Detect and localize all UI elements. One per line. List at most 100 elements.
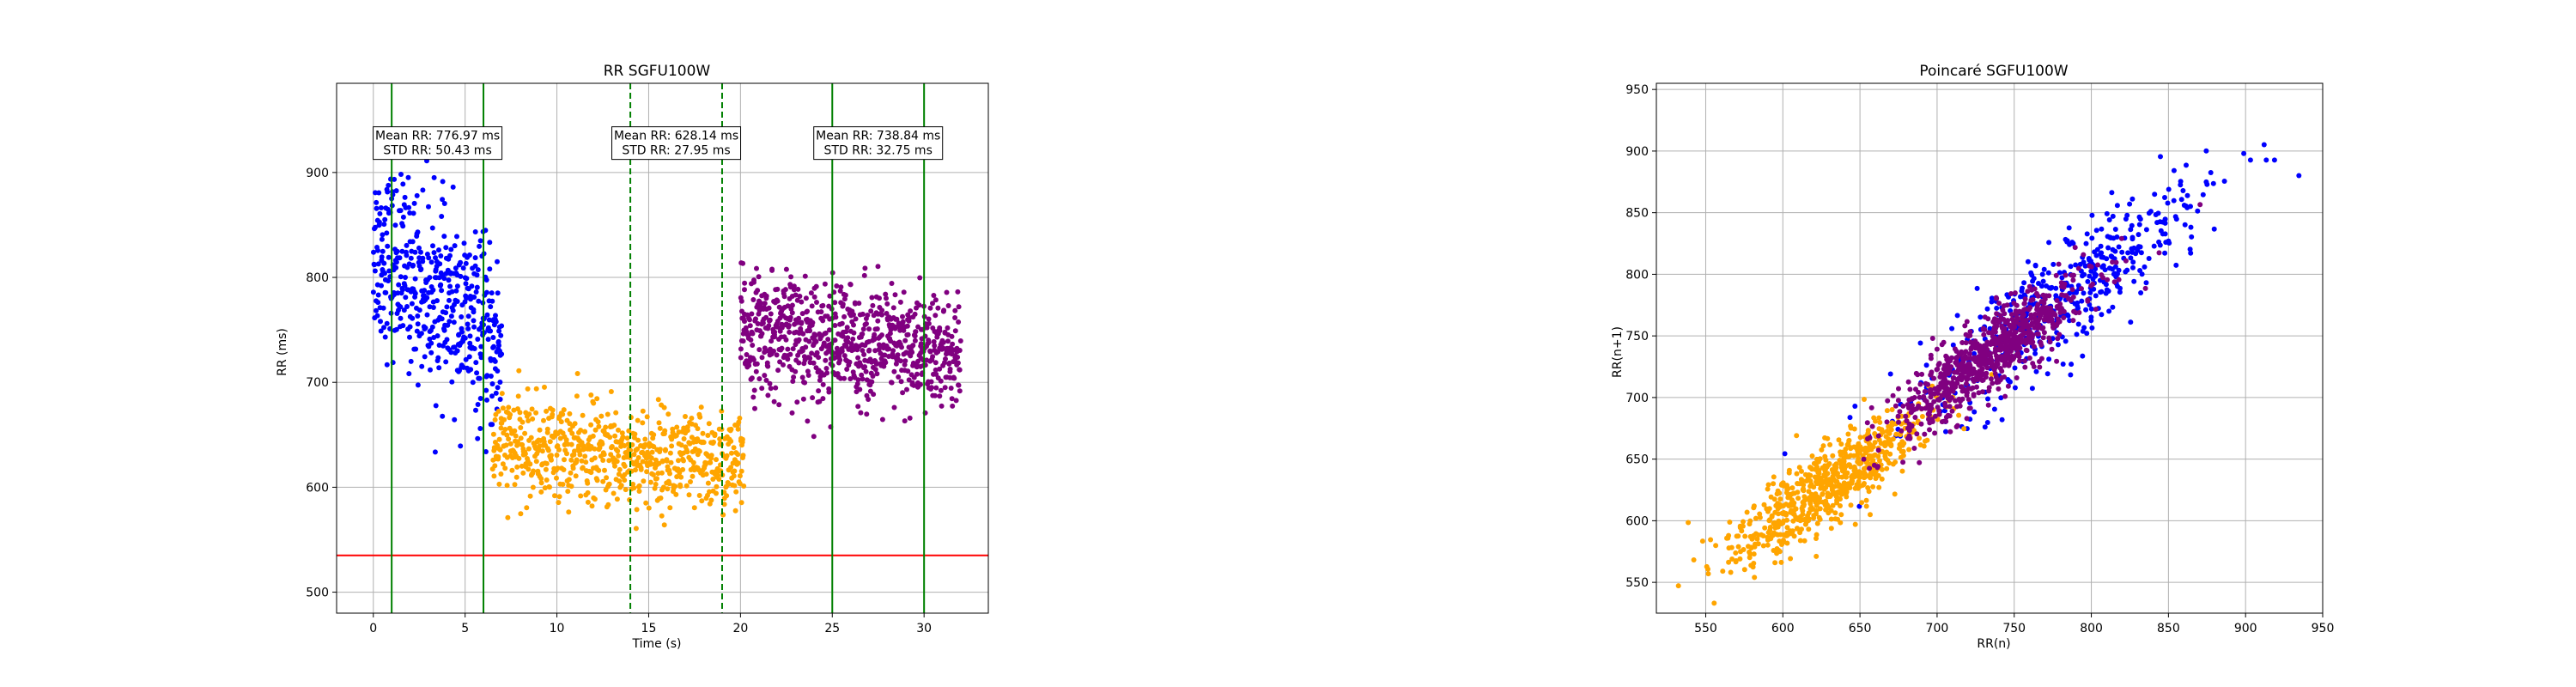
poincare-x-tick-label: 900	[2234, 622, 2257, 635]
rr-point	[418, 249, 423, 255]
poincare-point	[1995, 361, 2001, 367]
rr-point	[753, 316, 758, 322]
rr-point	[802, 273, 808, 279]
rr-point	[464, 276, 470, 282]
poincare-point	[1807, 506, 1814, 512]
poincare-point	[1800, 503, 1806, 509]
poincare-point	[1799, 468, 1804, 474]
rr-point	[600, 478, 606, 484]
rr-point	[759, 386, 765, 392]
poincare-point	[1982, 326, 1988, 332]
rr-point	[793, 292, 799, 298]
rr-point	[431, 174, 437, 180]
rr-point	[674, 424, 680, 430]
poincare-point	[2044, 314, 2050, 320]
rr-point	[916, 302, 922, 308]
rr-point	[771, 398, 777, 404]
rr-point	[483, 289, 489, 295]
poincare-point	[2184, 162, 2189, 168]
rr-point	[749, 375, 755, 381]
poincare-point	[2081, 252, 2087, 258]
rr-point	[798, 325, 804, 331]
rr-point	[541, 417, 546, 423]
rr-point	[869, 295, 875, 301]
rr-point	[396, 282, 402, 288]
poincare-point	[2095, 262, 2100, 268]
poincare-point	[1859, 500, 1865, 506]
poincare-point	[1760, 533, 1766, 538]
rr-stats-line: Mean RR: 628.14 ms	[614, 130, 738, 143]
rr-point	[448, 313, 454, 319]
rr-point	[760, 320, 766, 326]
rr-point	[449, 379, 455, 385]
rr-point	[545, 447, 551, 453]
rr-point	[716, 477, 722, 482]
rr-point	[427, 336, 433, 342]
poincare-point	[2021, 307, 2027, 313]
poincare-x-tick-label: 550	[1694, 622, 1717, 635]
poincare-point	[1995, 347, 2001, 353]
rr-point	[838, 284, 844, 290]
rr-point	[665, 411, 671, 417]
rr-point	[631, 435, 637, 441]
rr-point	[456, 332, 462, 338]
rr-point	[452, 243, 458, 249]
poincare-point	[2057, 270, 2063, 276]
poincare-point	[1876, 415, 1882, 421]
rr-point	[376, 190, 382, 196]
rr-point	[497, 380, 503, 385]
poincare-point	[1985, 396, 1990, 402]
rr-point	[436, 247, 441, 253]
rr-point	[493, 319, 499, 325]
poincare-point	[1947, 429, 1953, 435]
rr-point	[512, 482, 518, 488]
poincare-point	[1851, 468, 1857, 473]
rr-point	[750, 331, 756, 337]
rr-point	[902, 358, 908, 364]
poincare-point	[1958, 374, 1964, 380]
poincare-point	[2067, 318, 2073, 324]
rr-point	[732, 483, 738, 489]
rr-point	[498, 471, 504, 477]
poincare-point	[2151, 243, 2157, 249]
poincare-point	[1865, 457, 1871, 463]
rr-point	[495, 290, 501, 296]
rr-point	[429, 324, 435, 330]
rr-point	[904, 386, 909, 392]
rr-point	[659, 459, 665, 465]
poincare-y-tick-label: 800	[1625, 268, 1649, 282]
poincare-point	[1991, 319, 1997, 325]
rr-point	[471, 346, 477, 351]
rr-point	[657, 425, 663, 431]
rr-point	[938, 378, 944, 384]
poincare-point	[2162, 195, 2167, 200]
rr-point	[944, 289, 950, 295]
poincare-point	[1906, 447, 1912, 453]
rr-point	[860, 331, 866, 337]
rr-point	[436, 343, 442, 348]
poincare-point	[1984, 306, 1990, 312]
poincare-point	[1865, 485, 1871, 490]
poincare-point	[1945, 368, 1951, 374]
rr-point	[434, 333, 440, 339]
rr-point	[886, 354, 891, 359]
poincare-point	[1857, 483, 1863, 489]
rr-point	[714, 457, 719, 463]
rr-point	[855, 377, 861, 383]
poincare-point	[1925, 381, 1931, 387]
rr-point	[414, 192, 420, 198]
rr-point	[858, 410, 864, 416]
poincare-point	[2027, 305, 2033, 311]
poincare-point	[2188, 224, 2194, 230]
rr-point	[382, 334, 388, 340]
rr-point	[750, 343, 756, 348]
rr-point	[768, 386, 774, 392]
poincare-point	[1912, 415, 1918, 420]
rr-point	[496, 328, 502, 334]
rr-point	[850, 336, 856, 342]
poincare-point	[2032, 325, 2038, 331]
poincare-point	[1817, 506, 1823, 512]
poincare-point	[1898, 454, 1904, 460]
rr-point	[762, 350, 768, 356]
rr-point	[806, 338, 812, 344]
